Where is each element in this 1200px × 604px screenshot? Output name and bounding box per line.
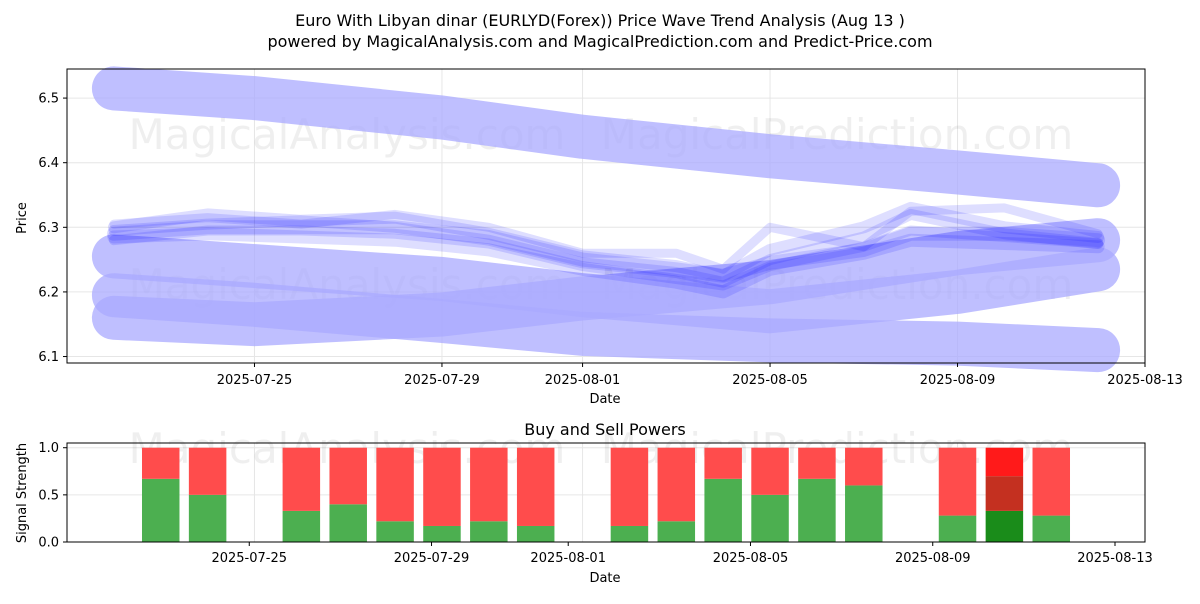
power-x-tick-label: 2025-08-09 xyxy=(895,551,971,566)
sell-bar xyxy=(610,447,649,526)
buy-bar xyxy=(516,525,555,542)
sell-bar xyxy=(329,447,367,505)
power-x-tick-label: 2025-08-05 xyxy=(713,551,789,566)
sell-bar xyxy=(938,447,977,516)
sell-bar xyxy=(1032,447,1071,516)
buy-bar xyxy=(282,510,321,542)
chart-title-line1: Euro With Libyan dinar (EURLYD(Forex)) P… xyxy=(295,11,905,30)
buy-bar xyxy=(985,510,1024,542)
buy-bar xyxy=(423,525,461,542)
buy-bar xyxy=(610,525,649,542)
buy-bar xyxy=(704,478,742,542)
price-y-tick-label: 6.1 xyxy=(38,350,59,365)
sell-bar xyxy=(282,447,321,511)
power-chart-title: Buy and Sell Powers xyxy=(524,420,686,439)
power-x-tick-label: 2025-07-25 xyxy=(211,551,287,566)
wave-series-line xyxy=(107,227,1105,299)
buy-bar xyxy=(376,521,414,542)
buy-bar xyxy=(657,521,696,542)
sell-bar xyxy=(845,447,883,486)
power-y-tick-label: 0.0 xyxy=(38,536,59,551)
sell-bar-upper xyxy=(985,447,1024,477)
price-x-tick-label: 2025-08-13 xyxy=(1107,373,1183,388)
price-x-tick-label: 2025-08-01 xyxy=(545,373,621,388)
sell-bar xyxy=(516,447,555,526)
price-wave-lines xyxy=(106,201,1106,299)
wave-series-line xyxy=(108,208,1104,288)
power-bars xyxy=(141,447,1071,542)
power-x-label: Date xyxy=(589,571,620,586)
sell-bar xyxy=(470,447,508,522)
sell-bar xyxy=(798,447,836,479)
power-y-tick-label: 1.0 xyxy=(38,441,59,456)
sell-bar xyxy=(704,447,742,479)
wave-series-line xyxy=(108,225,1104,291)
bottom-band xyxy=(91,273,1121,373)
wave-series-line xyxy=(109,203,1103,274)
buy-bar xyxy=(329,504,367,542)
power-x-ticks: 2025-07-25 2025-07-29 2025-08-01 2025-08-05… xyxy=(211,542,1153,566)
price-x-tick-label: 2025-07-25 xyxy=(217,373,293,388)
buy-bar xyxy=(1032,515,1071,542)
price-plot-frame xyxy=(66,68,1146,364)
power-x-tick-label: 2025-07-29 xyxy=(394,551,470,566)
price-x-tick-label: 2025-08-05 xyxy=(732,373,808,388)
buy-bar xyxy=(470,521,508,542)
price-y-tick-label: 6.3 xyxy=(38,221,59,236)
power-y-label: Signal Strength xyxy=(15,443,30,543)
sell-bar xyxy=(423,447,461,526)
buy-bar xyxy=(798,478,836,542)
chart-title-line2: powered by MagicalAnalysis.com and Magic… xyxy=(267,32,932,51)
power-y-ticks: 0.0 0.5 1.0 xyxy=(38,441,67,551)
buy-bar xyxy=(188,494,227,542)
power-x-tick-label: 2025-08-01 xyxy=(530,551,606,566)
power-plot-frame xyxy=(66,442,1146,543)
price-y-tick-label: 6.4 xyxy=(38,156,59,171)
buy-bar xyxy=(141,478,180,542)
wave-series-line xyxy=(107,201,1105,282)
sell-bar xyxy=(657,447,696,522)
sell-bar-lower xyxy=(985,476,1024,511)
price-y-ticks: 6.1 6.2 6.3 6.4 6.5 xyxy=(38,92,67,365)
buy-bar xyxy=(751,494,789,542)
buy-bar xyxy=(938,515,977,542)
sell-bar xyxy=(751,447,789,495)
price-bands xyxy=(91,66,1121,373)
price-x-tick-label: 2025-08-09 xyxy=(920,373,996,388)
price-y-tick-label: 6.2 xyxy=(38,285,59,300)
power-x-tick-label: 2025-08-13 xyxy=(1077,551,1153,566)
price-y-tick-label: 6.5 xyxy=(38,92,59,107)
price-x-ticks: 2025-07-25 2025-07-29 2025-08-01 2025-08-05… xyxy=(217,363,1183,388)
sell-bar xyxy=(188,447,227,495)
price-x-label: Date xyxy=(589,392,620,407)
upper-band xyxy=(91,66,1121,208)
price-x-tick-label: 2025-07-29 xyxy=(404,373,480,388)
wave-series-line xyxy=(106,220,1106,283)
sell-bar xyxy=(376,447,414,522)
buy-bar xyxy=(845,485,883,542)
power-y-tick-label: 0.5 xyxy=(38,488,59,503)
sell-bar xyxy=(141,447,180,479)
price-y-label: Price xyxy=(15,202,30,234)
